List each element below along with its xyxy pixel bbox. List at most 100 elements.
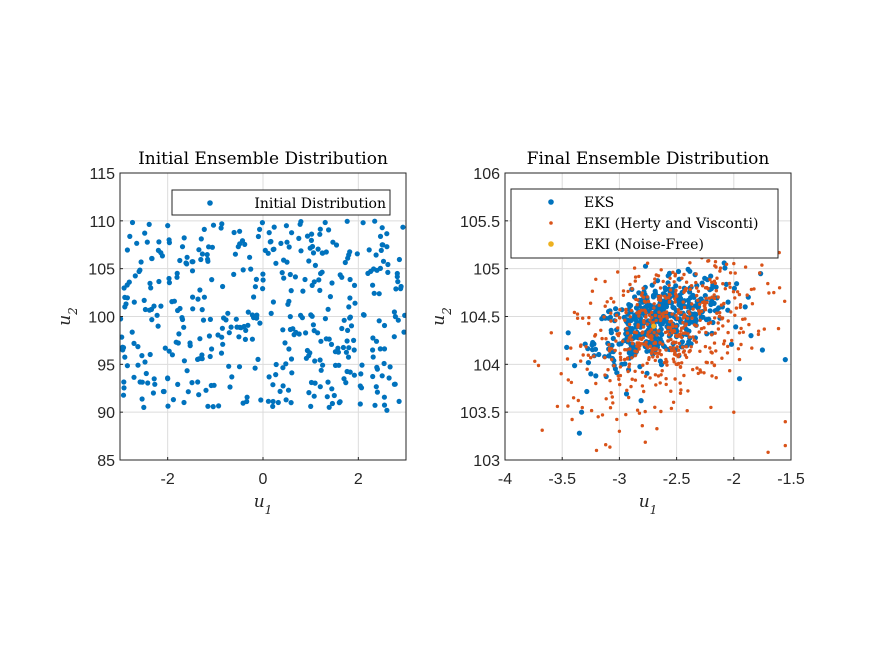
data-point [672, 280, 676, 284]
data-point [402, 312, 406, 318]
data-point [207, 316, 213, 322]
data-point [663, 287, 669, 293]
data-point [327, 294, 333, 300]
data-point [649, 327, 654, 332]
data-point [306, 258, 312, 264]
data-point [318, 367, 324, 373]
data-point [308, 403, 314, 409]
data-point [373, 384, 379, 390]
data-point [710, 374, 714, 378]
data-point [373, 338, 380, 344]
data-point [686, 389, 690, 393]
data-point [681, 350, 686, 354]
data-point [608, 406, 613, 410]
data-point [667, 283, 671, 287]
data-point [606, 368, 610, 372]
data-point [549, 331, 553, 335]
data-point [401, 329, 406, 335]
data-point [651, 320, 656, 325]
data-point [360, 312, 367, 318]
data-point [658, 318, 663, 323]
data-point [196, 247, 202, 253]
data-point [683, 289, 688, 293]
data-point [723, 281, 729, 287]
data-point [572, 310, 577, 315]
data-point [150, 390, 156, 396]
data-point [603, 355, 607, 360]
data-point [647, 357, 651, 362]
data-point [610, 357, 614, 362]
y-tick-label: 115 [89, 166, 115, 183]
data-point [736, 376, 743, 382]
data-point [266, 374, 272, 380]
data-point [661, 279, 665, 284]
data-point [170, 397, 176, 403]
data-point [270, 398, 276, 405]
data-point [273, 372, 279, 378]
data-point [354, 251, 360, 257]
data-point [255, 233, 261, 240]
data-point [678, 285, 682, 290]
data-point [139, 379, 145, 385]
data-point [260, 271, 266, 277]
data-point [198, 236, 204, 242]
plot-title: Final Ensemble Distribution [527, 149, 770, 169]
data-point [776, 326, 781, 331]
data-point [187, 340, 193, 346]
data-point [226, 330, 232, 336]
data-point [664, 348, 668, 352]
data-point [707, 296, 711, 300]
data-point [624, 310, 628, 315]
data-point [696, 298, 700, 302]
data-point [175, 381, 181, 387]
data-point [669, 337, 673, 342]
data-point [671, 270, 675, 274]
data-point [699, 370, 703, 374]
data-point [712, 341, 717, 345]
data-point [694, 272, 698, 276]
data-point [341, 376, 347, 382]
data-point [726, 330, 730, 335]
data-point [252, 365, 258, 371]
y-tick-label: 90 [97, 405, 115, 422]
data-point [158, 303, 164, 309]
data-point [720, 356, 724, 360]
data-point [387, 364, 393, 370]
data-point [660, 369, 664, 373]
data-point [271, 224, 277, 230]
data-point [198, 256, 204, 263]
data-point [647, 313, 652, 317]
data-point [339, 325, 345, 332]
data-point [657, 310, 661, 314]
data-point [315, 246, 321, 252]
data-point [165, 403, 171, 409]
data-point [783, 443, 787, 448]
data-point [181, 358, 187, 364]
data-point [236, 364, 243, 370]
data-point [209, 244, 215, 250]
data-point [652, 302, 656, 306]
data-point [684, 355, 689, 360]
data-point [152, 381, 158, 387]
data-point [316, 277, 322, 283]
data-point [658, 381, 662, 385]
data-point [689, 284, 694, 288]
data-point [777, 286, 782, 290]
data-point [129, 329, 135, 335]
data-point [244, 398, 250, 405]
data-point [708, 273, 714, 279]
data-point [687, 335, 692, 339]
data-point [245, 309, 251, 315]
data-point [691, 367, 695, 372]
data-point [756, 329, 761, 333]
data-point [231, 271, 237, 277]
data-point [155, 323, 161, 329]
data-point [336, 400, 342, 406]
data-point [612, 300, 616, 304]
data-point [750, 302, 755, 306]
data-point [121, 379, 127, 385]
data-point [698, 318, 702, 322]
data-point [745, 293, 749, 297]
data-point [652, 346, 657, 350]
data-point [696, 371, 700, 376]
